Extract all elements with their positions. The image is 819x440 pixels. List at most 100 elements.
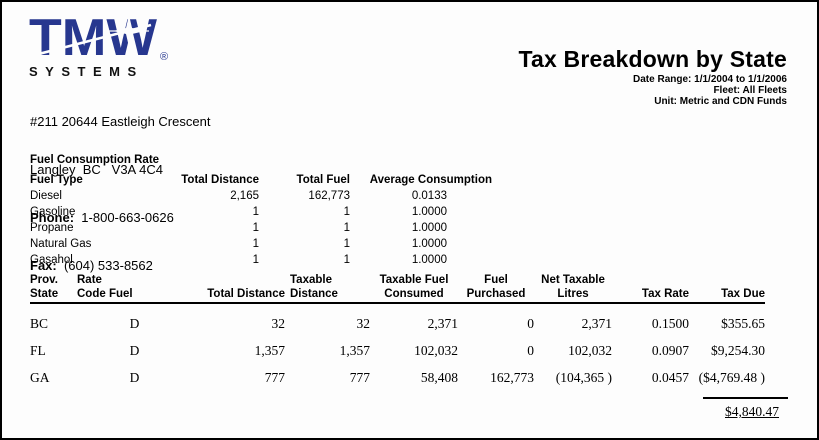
column-header: Tax Rate (612, 287, 689, 304)
avg-consumption-cell: 1.0000 (411, 206, 447, 218)
total-distance-cell: 32 (271, 316, 286, 331)
tax-due-cell: $9,254.30 (711, 343, 765, 358)
prov-state-cell: FL (30, 343, 46, 358)
net-taxable-litres-cell: (104,365 ) (555, 370, 612, 385)
column-header (689, 273, 765, 287)
fuel-type-cell: Propane (30, 222, 74, 234)
tax-table-header-row-2: State Code Fuel Total Distance Distance … (30, 287, 765, 304)
prov-state-cell: BC (30, 316, 49, 331)
column-header (192, 273, 285, 287)
fuel-type-cell: Diesel (30, 190, 62, 202)
column-header: Litres (534, 287, 612, 304)
column-header: Purchased (458, 287, 534, 304)
company-logo: TMW ® SYSTEMS (29, 10, 199, 79)
column-header: Consumed (370, 287, 458, 304)
table-row: BC D 32 32 2,371 0 2,371 0.1500 $355.65 (30, 303, 765, 331)
address-line-2: Langley BC V3A 4C4 (30, 162, 163, 177)
fleet: Fleet: All Fleets (713, 85, 787, 96)
fuel-type-cell: Natural Gas (30, 238, 92, 250)
column-header: Taxable (290, 274, 332, 286)
fax-line: Fax: (604) 533-8562 (30, 258, 210, 274)
fuel-type-cell: Gasoline (30, 206, 76, 218)
total-fuel-cell: 1 (343, 254, 350, 266)
table-row: Propane 1 1 1.0000 (30, 218, 492, 234)
total-fuel-cell: 162,773 (308, 190, 350, 202)
total-fuel-cell: 1 (343, 222, 350, 234)
registered-trademark-symbol: ® (160, 51, 168, 62)
taxable-distance-cell: 1,357 (339, 343, 370, 358)
taxable-fuel-consumed-cell: 102,032 (414, 343, 458, 358)
column-header (612, 273, 689, 287)
column-header: State (30, 287, 77, 304)
total-distance-cell: 1 (252, 254, 259, 266)
column-header: Total Distance (192, 287, 285, 304)
phone-label: Phone: (30, 210, 75, 225)
column-header: Distance (285, 287, 370, 304)
rate-code-fuel-cell: D (129, 370, 140, 385)
company-address-block: #211 20644 Eastleigh Crescent Langley BC… (30, 82, 210, 306)
fax-label: Fax: (30, 258, 57, 273)
net-taxable-litres-cell: 102,032 (568, 343, 612, 358)
tax-breakdown-table: Prov. Rate Taxable Taxable Fuel Fuel Net… (30, 273, 765, 385)
tmw-logo-text: TMW (29, 10, 158, 62)
fuel-purchased-cell: 0 (527, 316, 534, 331)
avg-consumption-cell: 1.0000 (411, 238, 447, 250)
table-row: Gasoline 1 1 1.0000 (30, 202, 492, 218)
phone-value: 1-800-663-0626 (81, 210, 174, 225)
column-header: Net Taxable (541, 274, 605, 286)
column-header: Fuel (484, 274, 508, 286)
rate-code-fuel-cell: D (129, 316, 140, 331)
avg-consumption-cell: 1.0000 (411, 254, 447, 266)
logo-star-icon (113, 15, 145, 47)
taxable-fuel-consumed-cell: 2,371 (427, 316, 458, 331)
report-meta: Date Range: 1/1/2004 to 1/1/2006 Fleet: … (633, 74, 787, 107)
rate-code-fuel-cell: D (129, 343, 140, 358)
logo-systems-text: SYSTEMS (29, 64, 144, 79)
fuel-purchased-cell: 162,773 (490, 370, 534, 385)
column-header: Taxable Fuel (379, 274, 449, 286)
taxable-distance-cell: 777 (349, 370, 370, 385)
column-header: Tax Due (689, 287, 765, 304)
unit: Unit: Metric and CDN Funds (654, 96, 787, 107)
fax-value: (604) 533-8562 (63, 258, 153, 273)
avg-consumption-cell: 0.0133 (411, 190, 447, 202)
table-row: GA D 777 777 58,408 162,773 (104,365 ) 0… (30, 358, 765, 385)
report-title: Tax Breakdown by State (518, 46, 787, 72)
column-header: Rate (77, 274, 102, 286)
address-line-1: #211 20644 Eastleigh Crescent (30, 114, 211, 129)
tax-due-total-value: $4,840.47 (725, 404, 779, 419)
total-distance-cell: 1 (252, 222, 259, 234)
date-range: Date Range: 1/1/2004 to 1/1/2006 (633, 74, 787, 85)
tax-due-cell: $355.65 (721, 316, 765, 331)
table-row: Diesel 2,165 162,773 0.0133 (30, 186, 492, 202)
fuel-purchased-cell: 0 (527, 343, 534, 358)
column-header: Average Consumption (369, 174, 492, 186)
tax-due-total: $4,840.47 (703, 397, 788, 421)
taxable-distance-cell: 32 (356, 316, 371, 331)
total-distance-cell: 1,357 (254, 343, 285, 358)
column-header: Code Fuel (77, 287, 192, 304)
tax-rate-cell: 0.0457 (651, 370, 689, 385)
phone-line: Phone: 1-800-663-0626 (30, 210, 210, 226)
avg-consumption-cell: 1.0000 (411, 222, 447, 234)
fuel-type-cell: Gasahol (30, 254, 73, 266)
total-distance-cell: 2,165 (230, 190, 259, 202)
fuel-consumption-section-title: Fuel Consumption Rate (30, 154, 160, 166)
total-distance-cell: 1 (252, 206, 259, 218)
total-distance-cell: 1 (252, 238, 259, 250)
prov-state-cell: GA (30, 370, 50, 385)
column-header: Prov. (30, 274, 58, 286)
column-header: Fuel Type (30, 174, 83, 186)
table-row: FL D 1,357 1,357 102,032 0 102,032 0.090… (30, 331, 765, 358)
total-distance-cell: 777 (264, 370, 285, 385)
tax-rate-cell: 0.1500 (651, 316, 689, 331)
column-header: Total Fuel (296, 174, 350, 186)
tax-due-cell: ($4,769.48 ) (698, 370, 765, 385)
fuel-consumption-header-row: Fuel Type Total Distance Total Fuel Aver… (30, 169, 492, 186)
tax-rate-cell: 0.0907 (651, 343, 689, 358)
fuel-consumption-table: Fuel Type Total Distance Total Fuel Aver… (30, 169, 492, 266)
table-row: Gasahol 1 1 1.0000 (30, 250, 492, 266)
net-taxable-litres-cell: 2,371 (581, 316, 612, 331)
tax-table-header-row-1: Prov. Rate Taxable Taxable Fuel Fuel Net… (30, 273, 765, 287)
